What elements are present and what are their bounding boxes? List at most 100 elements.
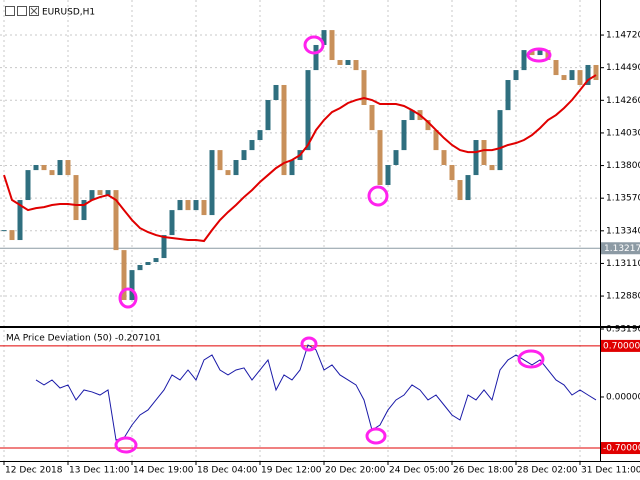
annotation-circle	[114, 436, 138, 454]
candle	[161, 235, 167, 259]
x-tick-label: 31 Dec 11:00	[581, 466, 640, 476]
moving-average	[3, 74, 597, 243]
candle	[593, 64, 599, 81]
y-tick-label: 1.13570	[606, 194, 640, 204]
candle	[521, 50, 527, 71]
x-tick-label: 26 Dec 18:00	[453, 466, 514, 476]
candle	[185, 200, 191, 211]
y-tick-label: 1.13110	[606, 259, 640, 269]
candle	[473, 140, 479, 176]
candle	[305, 70, 311, 151]
candle	[361, 70, 367, 105]
annotation-circle	[303, 35, 325, 55]
x-tick-label: 18 Dec 04:00	[197, 466, 258, 476]
candle	[153, 258, 159, 263]
candle	[569, 70, 575, 81]
candle	[265, 100, 271, 131]
candle	[89, 190, 95, 201]
candle	[281, 84, 287, 176]
candle	[209, 150, 215, 216]
candle	[505, 80, 511, 111]
candle	[425, 120, 431, 131]
level-label: -0.700000	[603, 444, 640, 454]
candle	[585, 64, 591, 85]
y-tick-label: 1.12880	[606, 292, 640, 302]
candle	[545, 50, 551, 61]
candle	[137, 264, 143, 271]
minimize-button[interactable]	[5, 6, 15, 16]
y-tick-label: 1.14260	[606, 96, 640, 106]
x-tick-label: 24 Dec 05:00	[389, 466, 450, 476]
candle	[1, 230, 7, 232]
candle	[489, 164, 495, 171]
candle	[225, 170, 231, 176]
candle	[513, 70, 519, 81]
candle	[561, 75, 567, 81]
candle	[529, 50, 535, 56]
candle	[353, 60, 359, 71]
candle	[321, 30, 327, 45]
current-price-label: 1.13217	[604, 244, 640, 254]
candle	[57, 160, 63, 176]
candle	[41, 164, 47, 171]
close-icon	[30, 7, 38, 15]
candle	[457, 180, 463, 201]
candle	[233, 160, 239, 176]
candle	[177, 200, 183, 211]
x-tick-label: 20 Dec 20:00	[325, 466, 386, 476]
y-tick-label: 1.14030	[606, 128, 640, 138]
y-tick-label: 1.13800	[606, 161, 640, 171]
candle	[497, 110, 503, 171]
candle	[257, 130, 263, 141]
candle	[33, 164, 39, 171]
candle	[337, 60, 343, 65]
candle	[105, 190, 111, 196]
candle	[201, 200, 207, 216]
y-tick-label: 1.13340	[606, 226, 640, 236]
y-tick-label: 0.931902	[606, 325, 640, 335]
candle	[49, 170, 55, 176]
candle	[577, 70, 583, 85]
candle	[369, 104, 375, 131]
candle	[169, 210, 175, 236]
candle	[25, 170, 31, 201]
level-label-box	[601, 442, 640, 455]
candle	[249, 140, 255, 151]
annotation-circle	[517, 349, 545, 369]
candle	[553, 60, 559, 76]
indicator-title: MA Price Deviation (50) -0.207101	[6, 334, 161, 344]
candle	[193, 200, 199, 211]
candle	[433, 130, 439, 151]
grid	[0, 0, 600, 461]
x-tick-label: 28 Dec 02:00	[517, 466, 578, 476]
annotations	[114, 35, 552, 454]
candle	[241, 150, 247, 161]
y-tick-label: 1.14490	[606, 63, 640, 73]
x-tick-label: 14 Dec 19:00	[133, 466, 194, 476]
candle	[441, 150, 447, 165]
candle	[113, 190, 119, 251]
symbol-title: EURUSD,H1	[42, 8, 95, 18]
candle	[65, 160, 71, 176]
candle	[377, 130, 383, 185]
window-buttons[interactable]	[5, 6, 39, 16]
candle	[121, 250, 127, 301]
y-tick-label: 0.000000	[606, 392, 640, 402]
annotation-circle	[526, 47, 552, 63]
candle	[409, 110, 415, 121]
candle	[481, 140, 487, 165]
x-tick-label: 19 Dec 12:00	[261, 466, 322, 476]
candle	[385, 164, 391, 185]
candle	[145, 262, 151, 265]
level-label: 0.700000	[603, 341, 640, 351]
candle	[289, 160, 295, 176]
candle	[449, 164, 455, 181]
candle	[393, 150, 399, 165]
candle	[129, 270, 135, 301]
candle	[329, 30, 335, 61]
annotation-circle	[367, 185, 389, 207]
restore-button[interactable]	[17, 6, 27, 16]
candle	[465, 175, 471, 201]
